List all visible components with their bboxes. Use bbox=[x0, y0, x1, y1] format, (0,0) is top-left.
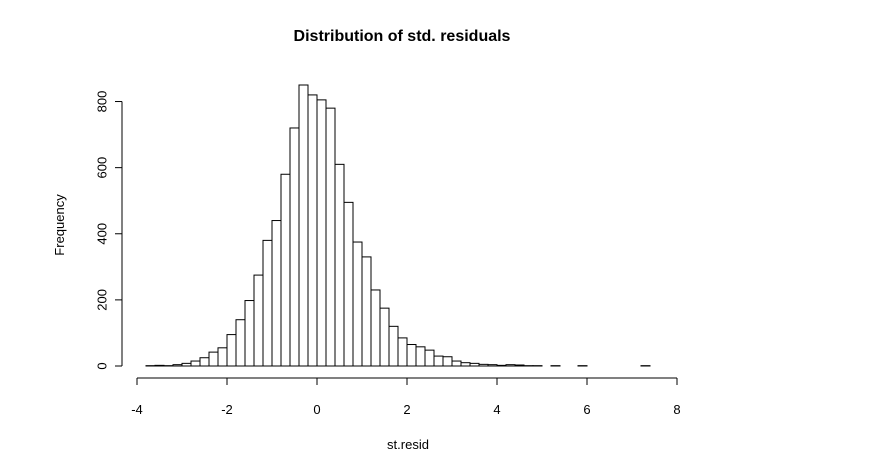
histogram-bar bbox=[289, 127, 300, 367]
histogram-bar bbox=[181, 362, 192, 367]
histogram-bar bbox=[424, 349, 435, 367]
y-tick-label: 200 bbox=[94, 289, 109, 311]
histogram-bar bbox=[217, 347, 228, 367]
histogram-bar bbox=[388, 325, 399, 367]
histogram-bar bbox=[334, 163, 345, 367]
histogram-bar bbox=[226, 334, 237, 367]
chart-title: Distribution of std. residuals bbox=[294, 28, 511, 45]
histogram-bar bbox=[469, 362, 480, 367]
histogram-bar bbox=[316, 99, 327, 367]
x-axis: -4 -2 0 2 4 6 8 bbox=[131, 377, 681, 417]
histogram-bar bbox=[154, 364, 165, 367]
histogram-bar bbox=[496, 364, 507, 367]
histogram-bar bbox=[487, 364, 498, 367]
histogram-bar bbox=[451, 360, 462, 367]
histogram-bar bbox=[514, 364, 525, 367]
x-tick-label: 6 bbox=[583, 402, 590, 417]
histogram-bar bbox=[352, 241, 363, 367]
y-axis-label: Frequency bbox=[52, 194, 67, 256]
x-axis-label: st.resid bbox=[387, 437, 429, 452]
y-axis: 0 200 400 600 800 bbox=[94, 91, 123, 370]
histogram-bar bbox=[406, 344, 417, 367]
histogram-bar bbox=[505, 364, 516, 367]
bars-group bbox=[145, 84, 651, 367]
x-tick-label: -4 bbox=[131, 402, 143, 417]
histogram-bar bbox=[361, 256, 372, 367]
y-tick-label: 600 bbox=[94, 157, 109, 179]
histogram-bar bbox=[325, 107, 336, 367]
histogram-bar bbox=[244, 300, 255, 367]
histogram-bar bbox=[343, 201, 354, 367]
histogram-bar bbox=[298, 84, 309, 367]
histogram-bar bbox=[253, 274, 264, 367]
histogram-bar bbox=[397, 337, 408, 367]
x-tick-label: 2 bbox=[403, 402, 410, 417]
histogram-bar bbox=[199, 357, 210, 367]
y-tick-label: 0 bbox=[94, 362, 109, 369]
histogram-bar bbox=[208, 351, 219, 367]
histogram-bar bbox=[235, 319, 246, 367]
histogram-bar bbox=[172, 364, 183, 367]
x-tick-label: -2 bbox=[221, 402, 233, 417]
histogram-bar bbox=[280, 173, 291, 367]
histogram-bar bbox=[460, 362, 471, 367]
histogram-bar bbox=[370, 289, 381, 367]
y-tick-label: 400 bbox=[94, 223, 109, 245]
histogram-bar bbox=[415, 346, 426, 367]
x-tick-label: 4 bbox=[493, 402, 500, 417]
y-tick-label: 800 bbox=[94, 91, 109, 113]
histogram-bar bbox=[307, 94, 318, 367]
histogram-bar bbox=[190, 360, 201, 367]
x-tick-label: 0 bbox=[313, 402, 320, 417]
histogram-bar bbox=[442, 356, 453, 367]
x-tick-label: 8 bbox=[673, 402, 680, 417]
histogram-bar bbox=[271, 220, 282, 367]
histogram-bar bbox=[379, 307, 390, 367]
histogram-bar bbox=[478, 363, 489, 367]
histogram-bar bbox=[262, 239, 273, 367]
histogram-bar bbox=[433, 355, 444, 367]
